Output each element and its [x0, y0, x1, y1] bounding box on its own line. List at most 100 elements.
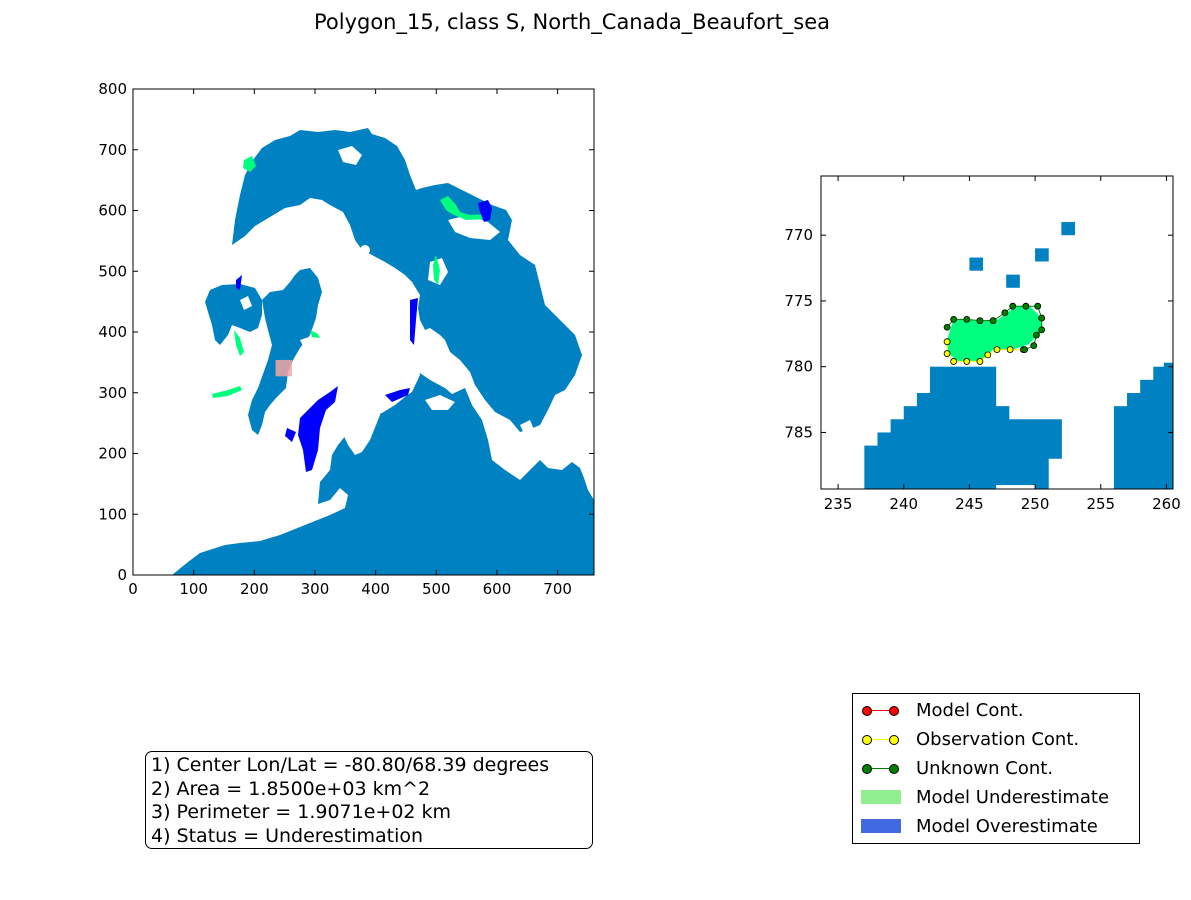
legend-label: Model Cont. — [916, 700, 1024, 721]
x-tick-label: 100 — [179, 580, 208, 598]
observation-cont-line-icon — [866, 739, 894, 740]
observation-contour-point — [950, 358, 958, 365]
ocean-cell — [890, 419, 905, 489]
underestimate-area-5 — [212, 386, 242, 398]
zoom-map-panel: 235 240 245 250 255 260 770 775 780 785 — [784, 175, 1181, 513]
x-tick-label: 250 — [1021, 495, 1050, 513]
ocean-cell — [877, 432, 892, 489]
unknown-contour-point — [1001, 309, 1009, 317]
model-cont-line-icon — [866, 710, 894, 711]
figure-title: Polygon_15, class S, North_Canada_Beaufo… — [314, 10, 830, 35]
y-tick-label: 600 — [98, 202, 127, 220]
unknown-contour-point — [1038, 326, 1046, 334]
overestimate-area-6 — [236, 275, 242, 290]
ocean-cell — [916, 392, 931, 489]
legend-item-model-cont: Model Cont. — [853, 696, 1139, 726]
ocean-cell — [1021, 419, 1036, 486]
ocean-cell — [1035, 248, 1049, 262]
ocean-region-west — [205, 284, 262, 345]
ocean-cell — [1061, 222, 1075, 236]
underestimate-area-3 — [440, 196, 490, 220]
unknown-contour-point — [1033, 331, 1040, 339]
overestimate-area-4 — [385, 388, 410, 402]
underestimate-area-2 — [234, 330, 244, 356]
y-tick-label: 500 — [98, 262, 127, 280]
ocean-cell — [969, 257, 984, 271]
unknown-contour-point — [963, 315, 971, 323]
ocean-cell — [943, 366, 957, 489]
unknown-contour-point — [943, 323, 951, 331]
x-tick-label: 500 — [422, 580, 451, 598]
unknown-contour-point — [950, 315, 958, 323]
x-tick-label: 600 — [483, 580, 512, 598]
unknown-cont-marker-icon — [862, 764, 872, 774]
unknown-contour-point — [1034, 302, 1042, 310]
x-tick-label: 200 — [240, 580, 269, 598]
ocean-region-channel — [248, 268, 322, 435]
legend-item-model-overestimate: Model Overestimate — [853, 812, 1139, 842]
x-tick-label: 300 — [301, 580, 330, 598]
unknown-contour-point — [1009, 302, 1017, 310]
legend-label: Model Underestimate — [916, 787, 1110, 808]
ocean-cell — [1008, 419, 1023, 486]
ocean-cell — [864, 445, 878, 489]
info-perimeter: 3) Perimeter = 1.9071e+02 km — [151, 801, 452, 823]
land-patch-7 — [425, 395, 455, 410]
overview-map-panel: 0 100 200 300 400 500 600 700 0 100 200 300 400 500 60… — [98, 80, 595, 598]
unknown-contour-point — [989, 317, 997, 325]
y-tick-label: 770 — [784, 226, 813, 244]
ocean-cell — [995, 406, 1010, 486]
ocean-cell — [1163, 362, 1174, 489]
overestimate-area-5 — [285, 428, 296, 442]
x-tick-label: 245 — [955, 495, 984, 513]
land-patch-3 — [448, 215, 500, 240]
legend-item-model-underestimate: Model Underestimate — [853, 783, 1139, 813]
land-patch-9 — [268, 508, 282, 520]
x-tick-label: 260 — [1152, 495, 1181, 513]
y-tick-label: 100 — [98, 505, 127, 523]
unknown-cont-marker-icon — [889, 764, 899, 774]
ocean-cell — [969, 366, 984, 489]
land-patch-1 — [262, 235, 285, 262]
y-tick-label: 775 — [784, 292, 813, 310]
y-tick-label: 300 — [98, 384, 127, 402]
ocean-cell — [1006, 274, 1020, 288]
ocean-cell — [903, 406, 918, 489]
overestimate-area-1 — [298, 386, 338, 472]
underestimate-area-4 — [433, 255, 440, 285]
ocean-cell — [1140, 379, 1154, 489]
ocean-region-north — [232, 128, 582, 432]
overview-map-axis-ticks: 0 100 200 300 400 500 600 700 0 100 200 300 400 500 60… — [98, 80, 594, 598]
legend-label: Unknown Cont. — [916, 758, 1054, 779]
x-tick-label: 400 — [361, 580, 390, 598]
y-tick-label: 0 — [117, 566, 127, 584]
y-tick-label: 780 — [784, 358, 813, 376]
polygon-info-box: 1) Center Lon/Lat = -80.80/68.39 degrees… — [145, 751, 593, 849]
land-patch-8 — [520, 420, 535, 436]
legend-label: Observation Cont. — [916, 729, 1080, 750]
greenland-land — [325, 308, 420, 455]
info-center-lonlat: 1) Center Lon/Lat = -80.80/68.39 degrees — [151, 754, 550, 776]
observation-contour-point — [943, 338, 951, 346]
ocean-cell — [1035, 419, 1049, 489]
ocean-cell — [930, 366, 944, 489]
land-patch-10 — [300, 336, 318, 352]
overview-map-ocean-mask — [172, 128, 594, 575]
unknown-cont-line-icon — [866, 768, 894, 769]
ocean-cell — [1048, 419, 1062, 459]
land-patch-5 — [360, 245, 370, 255]
zoom-map-frame — [820, 175, 1174, 490]
observation-contour-point — [993, 346, 1001, 353]
ocean-cell — [982, 366, 997, 489]
y-tick-label: 800 — [98, 80, 127, 98]
unknown-contour-point — [976, 317, 984, 325]
legend-item-observation-cont: Observation Cont. — [853, 725, 1139, 755]
y-tick-label: 400 — [98, 323, 127, 341]
model-cont-marker-icon — [889, 706, 899, 716]
land-patch-4 — [338, 146, 362, 165]
overestimate-area-2 — [410, 298, 418, 345]
observation-contour-point — [1006, 346, 1014, 353]
y-tick-label: 700 — [98, 141, 127, 159]
underestimate-patch-icon — [861, 790, 901, 804]
